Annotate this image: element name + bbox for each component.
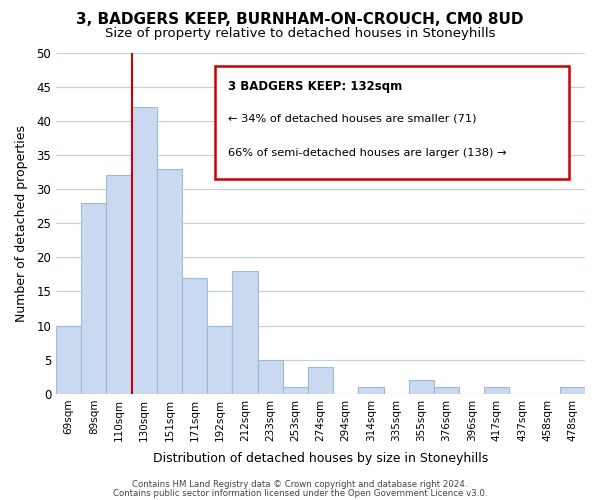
Text: Size of property relative to detached houses in Stoneyhills: Size of property relative to detached ho…: [105, 28, 495, 40]
Bar: [434, 387, 459, 394]
Bar: [484, 387, 509, 394]
Bar: [131, 107, 157, 394]
Text: Contains public sector information licensed under the Open Government Licence v3: Contains public sector information licen…: [113, 488, 487, 498]
Bar: [358, 387, 383, 394]
Bar: [257, 360, 283, 394]
FancyBboxPatch shape: [215, 66, 569, 179]
Text: Contains HM Land Registry data © Crown copyright and database right 2024.: Contains HM Land Registry data © Crown c…: [132, 480, 468, 489]
Text: 3, BADGERS KEEP, BURNHAM-ON-CROUCH, CM0 8UD: 3, BADGERS KEEP, BURNHAM-ON-CROUCH, CM0 …: [76, 12, 524, 28]
Bar: [106, 176, 131, 394]
X-axis label: Distribution of detached houses by size in Stoneyhills: Distribution of detached houses by size …: [153, 452, 488, 465]
Y-axis label: Number of detached properties: Number of detached properties: [15, 124, 28, 322]
Bar: [182, 278, 207, 394]
Bar: [409, 380, 434, 394]
Bar: [283, 387, 308, 394]
Bar: [560, 387, 585, 394]
Bar: [56, 326, 81, 394]
Bar: [157, 168, 182, 394]
Bar: [81, 202, 106, 394]
Bar: [207, 326, 232, 394]
Text: 66% of semi-detached houses are larger (138) →: 66% of semi-detached houses are larger (…: [228, 148, 506, 158]
Text: ← 34% of detached houses are smaller (71): ← 34% of detached houses are smaller (71…: [228, 114, 476, 124]
Bar: [232, 271, 257, 394]
Text: 3 BADGERS KEEP: 132sqm: 3 BADGERS KEEP: 132sqm: [228, 80, 402, 93]
Bar: [308, 366, 333, 394]
